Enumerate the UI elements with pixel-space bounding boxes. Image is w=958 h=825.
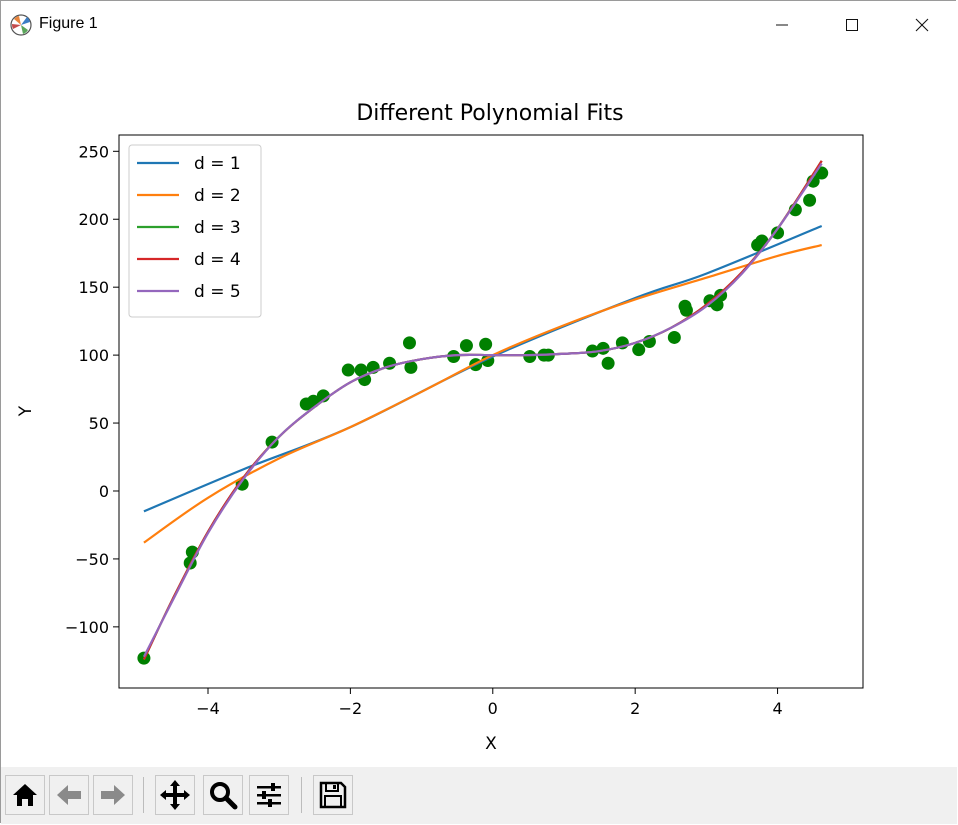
y-tick-label: 0	[99, 482, 109, 501]
sliders-icon	[257, 783, 281, 807]
data-point	[265, 435, 279, 449]
data-point	[596, 341, 610, 355]
y-tick-label: 200	[78, 210, 109, 229]
y-tick-label: −50	[75, 550, 109, 569]
chart-title: Different Polynomial Fits	[356, 101, 623, 126]
x-tick-label: −2	[339, 699, 363, 718]
data-point	[771, 226, 785, 240]
legend-label: d = 2	[194, 186, 241, 206]
data-point	[479, 337, 493, 351]
legend-label: d = 1	[194, 154, 241, 174]
x-tick-label: −4	[196, 699, 220, 718]
legend: d = 1 d = 2 d = 3 d = 4 d = 5	[128, 144, 262, 318]
x-tick-label: 0	[488, 699, 498, 718]
matplotlib-logo-icon	[10, 14, 32, 36]
maximize-icon	[846, 19, 858, 31]
arrow-left-icon	[57, 785, 81, 805]
x-axis-label: X	[485, 734, 497, 754]
floppy-icon	[319, 781, 347, 809]
data-point	[632, 343, 646, 357]
legend-label: d = 4	[194, 250, 241, 270]
data-point	[404, 360, 418, 374]
magnifier-icon	[210, 782, 238, 810]
x-tick-label: 2	[630, 699, 640, 718]
data-point	[447, 349, 461, 363]
y-tick-label: 150	[78, 278, 109, 297]
fit-lines	[142, 160, 823, 660]
zoom-button[interactable]	[203, 775, 243, 815]
y-tick-label: 50	[89, 414, 109, 433]
move-icon	[160, 780, 190, 810]
data-point	[235, 477, 249, 491]
pan-button[interactable]	[155, 775, 195, 815]
data-point	[402, 336, 416, 350]
home-button[interactable]	[5, 775, 45, 815]
data-point	[341, 363, 355, 377]
maximize-button[interactable]	[817, 1, 887, 49]
arrow-right-icon	[101, 785, 125, 805]
fit-line-d-1	[143, 225, 823, 513]
y-tick-label: 100	[78, 346, 109, 365]
y-axis-label: Y	[16, 405, 36, 417]
legend-label: d = 3	[194, 218, 241, 238]
y-tick-label: 250	[78, 142, 109, 161]
axis-ticks: −4 −2 0 2 4 −100 −50 0 50 100 150 200 250	[65, 142, 783, 718]
title-bar[interactable]: Figure 1	[1, 1, 957, 49]
minimize-icon	[776, 24, 788, 26]
save-button[interactable]	[313, 775, 353, 815]
window-title: Figure 1	[39, 15, 98, 32]
data-point	[459, 339, 473, 353]
close-button[interactable]	[887, 1, 957, 49]
close-icon	[915, 18, 929, 32]
back-button[interactable]	[49, 775, 89, 815]
legend-label: d = 5	[194, 282, 241, 302]
y-tick-label: −100	[65, 618, 109, 637]
data-points	[137, 166, 829, 665]
data-point	[679, 303, 693, 317]
minimize-button[interactable]	[747, 1, 817, 49]
polynomial-fits-chart: Different Polynomial Fits −4 −2 0 2 4 −100 −50…	[16, 101, 864, 754]
toolbar-separator	[143, 777, 144, 813]
configure-subplots-button[interactable]	[249, 775, 289, 815]
legend-box	[128, 144, 262, 318]
toolbar-separator	[301, 777, 302, 813]
data-point	[523, 349, 537, 363]
x-tick-label: 4	[772, 699, 782, 718]
navigation-toolbar	[1, 767, 957, 824]
data-point	[667, 330, 681, 344]
data-point	[803, 193, 817, 207]
home-icon	[13, 784, 37, 806]
fit-line-d-5	[142, 162, 823, 658]
data-point	[601, 356, 615, 370]
forward-button[interactable]	[93, 775, 133, 815]
